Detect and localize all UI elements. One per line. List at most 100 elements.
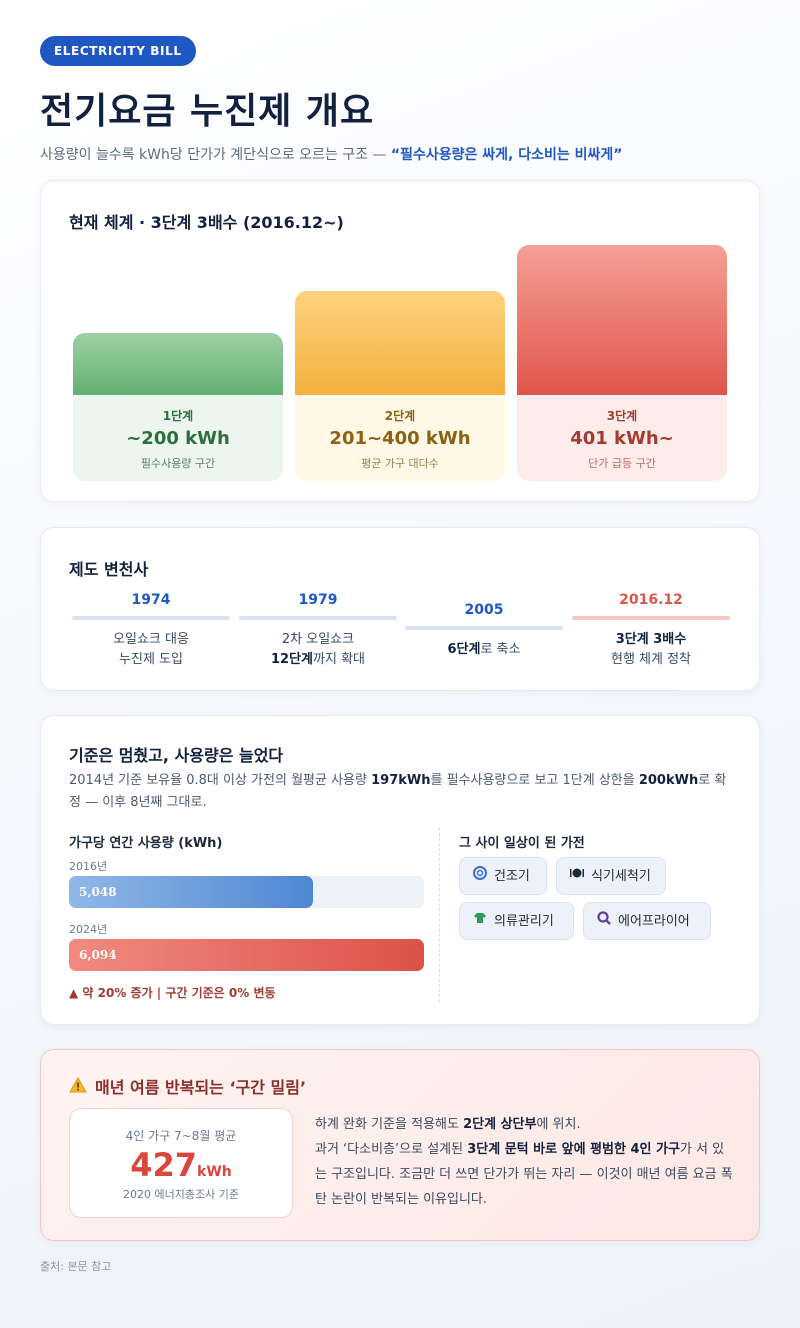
timeline-year: 1979 [298,592,338,608]
timeline-desc-bold: 3단계 3배수 [615,632,687,647]
dryer-icon [472,858,488,894]
page-subtitle: 사용량이 늘수록 kWh당 단가가 계단식으로 오르는 구조 — “필수사용량은… [40,144,760,164]
usage-card-title: 기준은 멈췄고, 사용량은 늘었다 [69,746,284,765]
category-badge: ELECTRICITY BILL [40,36,196,66]
summer-line: 하계 완화 기준을 적용해도 2단계 상단부에 위치. [315,1112,735,1137]
usage-chart-title: 가구당 연간 사용량 (kWh) [69,836,223,851]
timeline-desc-line: 2차 오일쇼크 [281,632,355,647]
appliance-label: 건조기 [494,869,530,884]
tier-1-info: 1단계 ~200 kWh 필수사용량 구간 [73,395,283,481]
timeline-item-2005: 2005 6단계로 축소 [405,602,563,660]
bar-year-2024: 2024년 [69,923,108,936]
timeline-desc-line: 6단계로 축소 [405,640,563,660]
summer-bold: 2단계 상단부 [463,1117,537,1132]
timeline-year: 1974 [131,592,171,608]
subtitle-text: 사용량이 늘수록 kWh당 단가가 계단식으로 오르는 구조 — [40,147,391,163]
tier-2: 2단계 201~400 kWh 평균 가구 대다수 [295,291,505,481]
timeline-line [572,616,730,620]
usage-desc-text: 를 필수사용량으로 보고 1단계 상한을 [430,773,639,788]
timeline-desc-bold: 6단계 [447,642,481,657]
page-title: 전기요금 누진제 개요 [40,91,375,132]
bar-fill-2024: 6,094 [69,939,424,971]
tier-2-step: 2단계 [384,409,416,423]
tier-1-desc: 필수사용량 구간 [140,457,216,470]
usage-description: 2014년 기준 보유율 0.8대 이상 가전의 월평균 사용량 197kWh를… [69,770,729,814]
tier-2-desc: 평균 가구 대다수 [361,457,439,470]
timeline-item-1974: 1974 오일쇼크 대응 누진제 도입 [72,592,230,670]
appliance-label: 식기세척기 [591,869,651,884]
timeline-desc: 오일쇼크 대응 누진제 도입 [72,630,230,670]
timeline-year: 2016.12 [619,592,683,608]
timeline-desc-line: 오일쇼크 대응 [113,632,189,647]
timeline-desc-line: 12단계까지 확대 [239,650,397,670]
timeline-desc-line: 현행 체계 정착 [610,652,692,667]
history-card-title: 제도 변천사 [69,560,149,579]
summer-explanation: 하계 완화 기준을 적용해도 2단계 상단부에 위치. 과거 ‘다소비층’으로 … [315,1112,735,1212]
bar-track-2024: 6,094 [69,939,424,971]
timeline-year: 2005 [464,602,504,618]
timeline-desc: 3단계 3배수 현행 체계 정착 [572,630,730,670]
tier-3-desc: 단가 급등 구간 [588,457,656,470]
timeline-item-2016: 2016.12 3단계 3배수 현행 체계 정착 [572,592,730,670]
appliances-title: 그 사이 일상이 된 가전 [459,836,585,851]
timeline-desc-line: 누진제 도입 [119,652,183,667]
appliance-chip-dryer: 건조기 [459,857,547,895]
usage-desc-bold: 200kWh [638,773,699,788]
appliance-label: 에어프라이어 [618,914,690,929]
summer-line: 과거 ‘다소비층’으로 설계된 3단계 문턱 바로 앞에 평범한 4인 가구가 … [315,1137,735,1212]
timeline-line [405,626,563,630]
average-unit: kWh [197,1164,232,1180]
timeline-item-1979: 1979 2차 오일쇼크 12단계까지 확대 [239,592,397,670]
usage-card: 기준은 멈췄고, 사용량은 늘었다 2014년 기준 보유율 0.8대 이상 가… [40,715,760,1025]
average-number: 427 [130,1146,198,1184]
average-value: 427kWh [70,1146,292,1184]
tier-1-range: ~200 kWh [126,428,230,449]
increase-note: ▲ 약 20% 증가 | 구간 기준은 0% 변동 [69,986,276,1000]
summer-bold: 3단계 문턱 바로 앞에 평범한 4인 가구 [467,1142,680,1157]
average-caption: 4인 가구 7~8월 평균 [125,1129,237,1143]
usage-desc-text: 로 확정 — 이후 8년째 그대로. [69,773,727,810]
summer-text: 과거 ‘다소비층’으로 설계된 [315,1142,468,1157]
tier-1-bar [73,333,283,395]
timeline-desc-line: 3단계 3배수 [572,630,730,650]
tier-3-step: 3단계 [606,409,638,423]
dishwasher-icon [569,858,585,894]
source-footer: 출처: 본문 참고 [40,1260,112,1273]
tier-3: 3단계 401 kWh~ 단가 급등 구간 [517,245,727,481]
usage-desc-text: 2014년 기준 보유율 0.8대 이상 가전의 월평균 사용량 [69,773,372,788]
tier-card: 현재 체계 · 3단계 3배수 (2016.12~) 1단계 ~200 kWh … [40,180,760,502]
warning-icon [69,1076,87,1097]
tier-3-bar [517,245,727,395]
column-divider [439,828,440,1002]
tier-3-info: 3단계 401 kWh~ 단가 급등 구간 [517,395,727,481]
bar-fill-2016: 5,048 [69,876,314,908]
summer-card: 매년 여름 반복되는 ‘구간 밀림’ 4인 가구 7~8월 평균 427kWh … [40,1049,760,1241]
subtitle-highlight: “필수사용량은 싸게, 다소비는 비싸게” [390,147,623,163]
timeline-line [239,616,397,620]
tier-2-info: 2단계 201~400 kWh 평균 가구 대다수 [295,395,505,481]
tier-2-range: 201~400 kWh [329,428,471,449]
clothes-care-icon [472,903,488,939]
appliance-label: 의류관리기 [494,914,554,929]
tier-1: 1단계 ~200 kWh 필수사용량 구간 [73,333,283,481]
bar-year-2016: 2016년 [69,860,108,873]
summer-card-title: 매년 여름 반복되는 ‘구간 밀림’ [69,1074,306,1098]
average-source: 2020 에너지총조사 기준 [123,1188,239,1201]
bar-track-2016: 5,048 [69,876,424,908]
tier-1-step: 1단계 [162,409,194,423]
summer-text: 에 위치. [536,1117,581,1132]
summer-text: 하계 완화 기준을 적용해도 [315,1117,464,1132]
usage-desc-bold: 197kWh [371,773,431,788]
tier-card-title: 현재 체계 · 3단계 3배수 (2016.12~) [69,213,344,232]
tier-3-range: 401 kWh~ [570,428,674,449]
timeline-desc-bold: 12단계 [271,652,314,667]
appliance-chip-airfryer: 에어프라이어 [583,902,711,940]
tier-2-bar [295,291,505,395]
timeline-desc-rest: 까지 확대 [313,652,365,667]
timeline-desc-rest: 로 축소 [480,642,521,657]
appliance-chip-clothes-care: 의류관리기 [459,902,574,940]
average-usage-box: 4인 가구 7~8월 평균 427kWh 2020 에너지총조사 기준 [69,1108,293,1218]
timeline-desc: 2차 오일쇼크 12단계까지 확대 [239,630,397,670]
timeline-line [72,616,230,620]
